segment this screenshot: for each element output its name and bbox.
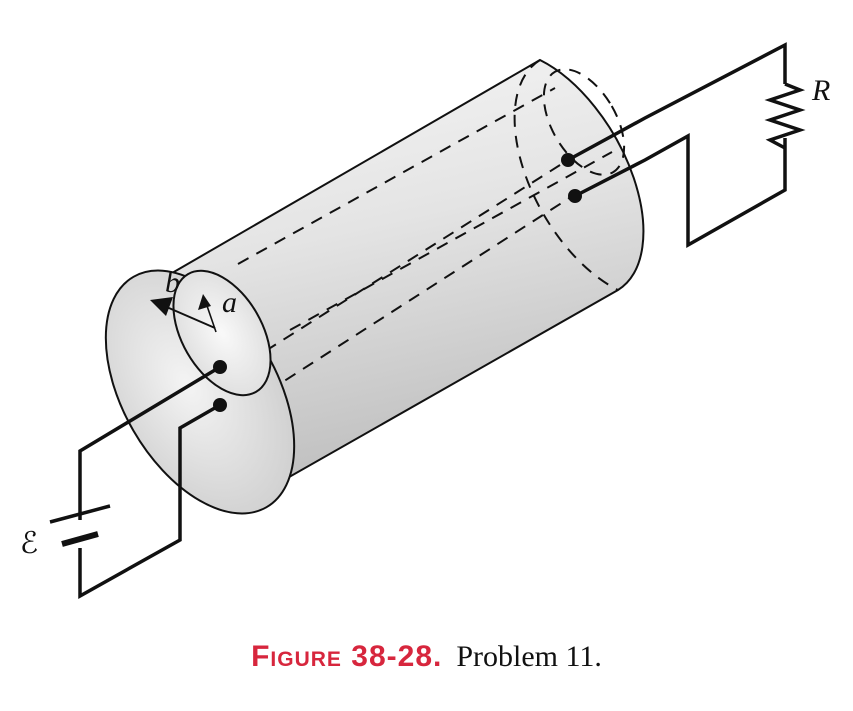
label-inner-radius: a xyxy=(222,286,237,319)
battery-icon xyxy=(49,504,111,547)
inner-conductor-hidden-lines xyxy=(237,68,626,404)
label-emf: ℰ xyxy=(20,526,38,561)
radius-arrows xyxy=(150,294,217,333)
label-resistor: R xyxy=(811,74,830,107)
resistor-icon xyxy=(764,82,806,150)
right-circuit xyxy=(567,42,787,249)
figure-label: Figure 38-28. xyxy=(251,640,443,673)
near-end-face xyxy=(104,269,296,515)
terminal-dots xyxy=(213,153,582,412)
coaxial-cable-diagram: b a R ℰ xyxy=(20,42,830,599)
figure-caption: Figure 38-28. Problem 11. xyxy=(0,640,853,674)
label-outer-radius: b xyxy=(165,266,180,299)
caption-text: Problem 11. xyxy=(456,640,602,673)
left-circuit xyxy=(78,365,221,599)
